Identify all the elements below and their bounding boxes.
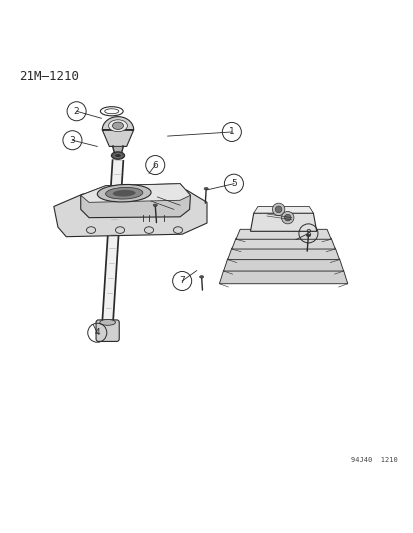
Text: 1: 1	[228, 127, 234, 136]
Ellipse shape	[153, 204, 157, 206]
Ellipse shape	[199, 276, 203, 278]
Ellipse shape	[111, 152, 124, 159]
Polygon shape	[81, 184, 190, 217]
Ellipse shape	[114, 154, 121, 157]
Text: 7: 7	[179, 277, 185, 286]
Text: 21M‒1210: 21M‒1210	[19, 70, 78, 83]
Ellipse shape	[97, 184, 151, 202]
Text: 3: 3	[69, 136, 75, 145]
Text: 6: 6	[152, 160, 158, 169]
Ellipse shape	[100, 319, 115, 325]
Text: 8: 8	[305, 229, 311, 238]
Text: 4: 4	[94, 328, 100, 337]
Polygon shape	[102, 117, 133, 147]
Ellipse shape	[306, 234, 310, 237]
Polygon shape	[113, 147, 123, 152]
Polygon shape	[223, 259, 343, 271]
Circle shape	[284, 214, 290, 221]
Ellipse shape	[105, 188, 142, 199]
Text: 5: 5	[230, 179, 236, 188]
Polygon shape	[231, 238, 335, 249]
Text: 94J40  1210: 94J40 1210	[350, 457, 396, 463]
Polygon shape	[250, 213, 316, 231]
Circle shape	[281, 212, 293, 224]
Polygon shape	[54, 190, 206, 237]
Polygon shape	[219, 270, 347, 284]
Polygon shape	[81, 184, 190, 203]
Ellipse shape	[113, 190, 135, 197]
Polygon shape	[227, 248, 339, 260]
Ellipse shape	[108, 120, 127, 132]
Circle shape	[272, 203, 284, 215]
Text: 2: 2	[74, 107, 79, 116]
FancyBboxPatch shape	[96, 320, 119, 342]
Polygon shape	[253, 206, 313, 213]
Ellipse shape	[204, 188, 208, 190]
Polygon shape	[235, 229, 330, 239]
Circle shape	[275, 206, 281, 213]
Ellipse shape	[112, 122, 123, 130]
